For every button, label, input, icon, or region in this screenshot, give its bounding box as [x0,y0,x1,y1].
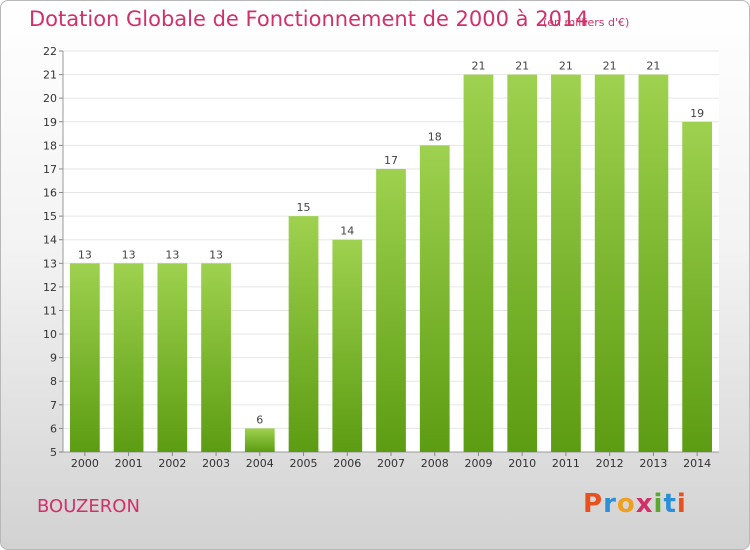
bar [594,74,625,453]
y-tick-label: 12 [43,281,57,294]
bar-value-label: 13 [78,248,92,261]
bar [332,239,363,452]
bar [288,216,319,452]
bar-value-label: 19 [690,107,704,120]
bar-value-label: 21 [559,60,573,73]
x-tick-label: 2000 [71,457,99,470]
logo-letter: t [663,489,677,519]
bar-value-label: 21 [603,60,617,73]
proxiti-logo: Proxiti [583,489,687,519]
bar [638,74,669,453]
y-tick-label: 6 [50,422,57,435]
logo-letter: i [676,489,687,519]
y-tick-label: 16 [43,187,57,200]
x-tick-label: 2006 [333,457,361,470]
y-tick-label: 17 [43,163,57,176]
y-tick-label: 10 [43,328,57,341]
x-tick-label: 2001 [115,457,143,470]
logo-letter: P [583,489,604,519]
logo-letter: o [616,489,636,519]
y-tick-label: 22 [43,45,57,58]
x-tick-label: 2014 [683,457,711,470]
labels: 5 6 7 8 9 10 11 12 13 14 15 16 17 18 19 20 21 22 13 2000 13 2… [43,45,711,470]
commune-name: BOUZERON [37,496,140,517]
bar [507,74,538,453]
bar-value-label: 21 [515,60,529,73]
chart-unit: (en milliers d'€) [543,16,630,29]
bar [376,168,406,453]
bars [69,74,713,453]
bar [682,121,713,452]
x-tick-label: 2012 [596,457,624,470]
bar [463,74,494,453]
x-tick-label: 2010 [508,457,536,470]
logo-letter: x [635,489,654,519]
x-tick-label: 2011 [552,457,580,470]
bar-value-label: 15 [297,201,311,214]
y-tick-label: 13 [43,257,57,270]
logo-letter: r [603,489,617,519]
bar [113,263,144,452]
bar-value-label: 13 [165,248,179,261]
y-tick-label: 21 [43,69,57,82]
bar [551,74,581,453]
y-tick-label: 20 [43,92,57,105]
x-tick-label: 2004 [246,457,274,470]
bar-value-label: 13 [122,248,136,261]
chart-title: Dotation Globale de Fonctionnement de 20… [29,7,589,31]
x-tick-label: 2008 [421,457,449,470]
y-tick-label: 8 [50,375,57,388]
bar-value-label: 6 [256,413,263,426]
bar-value-label: 13 [209,248,223,261]
y-tick-label: 7 [50,399,57,412]
bar [201,263,231,452]
y-tick-label: 5 [50,446,57,459]
y-tick-label: 19 [43,116,57,129]
x-tick-label: 2013 [639,457,667,470]
bar [419,145,450,452]
x-tick-label: 2007 [377,457,405,470]
bar-value-label: 14 [340,225,354,238]
x-tick-label: 2003 [202,457,230,470]
y-tick-label: 9 [50,352,57,365]
bar-value-label: 21 [471,60,485,73]
bar [157,263,188,452]
bar-value-label: 21 [646,60,660,73]
bar-value-label: 18 [428,130,442,143]
y-tick-label: 14 [43,234,57,247]
x-tick-label: 2002 [158,457,186,470]
bar-value-label: 17 [384,154,398,167]
bar [69,263,100,452]
y-tick-label: 15 [43,210,57,223]
logo-letter: i [653,489,664,519]
y-tick-label: 18 [43,139,57,152]
bar [244,428,275,452]
x-tick-label: 2005 [290,457,318,470]
x-tick-label: 2009 [464,457,492,470]
y-tick-label: 11 [43,304,57,317]
